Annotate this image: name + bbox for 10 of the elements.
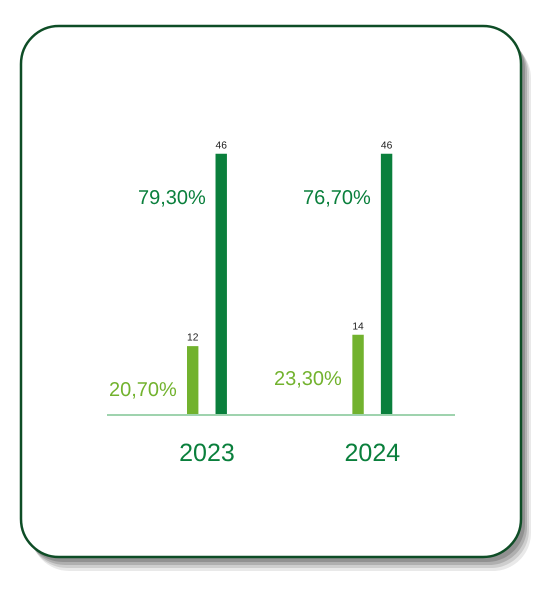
x-tick-label: 2023: [179, 438, 235, 467]
x-tick-label: 2024: [344, 438, 400, 467]
annotation: 76,70%: [303, 187, 372, 209]
annotation: 20,70%: [109, 379, 178, 401]
data-label: 46: [216, 140, 228, 152]
data-label: 12: [187, 332, 199, 344]
annotation: 79,30%: [138, 187, 206, 209]
data-label: 14: [352, 321, 364, 332]
annotation: 23,30%: [274, 368, 342, 390]
data-label: 46: [380, 140, 393, 152]
